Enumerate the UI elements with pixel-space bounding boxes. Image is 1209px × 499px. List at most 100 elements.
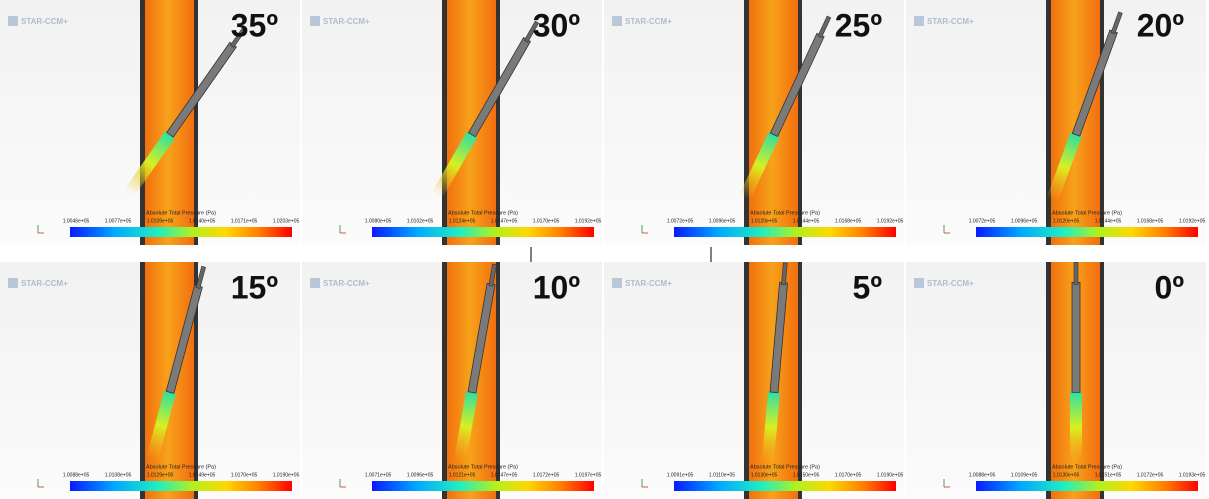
panel: STAR-CCM+ 35º Absolute Total Pressure (Pa)… bbox=[0, 0, 300, 245]
flow-channel bbox=[1046, 0, 1102, 245]
colorbar-tick-label: 1.0120e+05 bbox=[751, 218, 778, 224]
colorbar-title: Absolute Total Pressure (Pa) bbox=[1052, 210, 1122, 216]
colorbar-tick-label: 1.0080e+05 bbox=[365, 218, 392, 224]
wall bbox=[1100, 262, 1104, 499]
colorbar-tick-label: 1.0170e+05 bbox=[533, 218, 560, 224]
colorbar-tick-label: 1.0144e+05 bbox=[793, 218, 820, 224]
colorbar-title: Absolute Total Pressure (Pa) bbox=[146, 464, 216, 470]
angle-label: 20º bbox=[1137, 7, 1185, 43]
colorbar bbox=[976, 227, 1198, 237]
colorbar-title: Absolute Total Pressure (Pa) bbox=[750, 210, 820, 216]
wall bbox=[744, 0, 749, 245]
colorbar-tick-label: 1.0109e+05 bbox=[147, 218, 174, 224]
colorbar-tick-label: 1.0192e+05 bbox=[877, 218, 904, 224]
angle-label: 15º bbox=[231, 269, 279, 305]
logo-icon bbox=[8, 278, 18, 288]
colorbar-title: Absolute Total Pressure (Pa) bbox=[448, 464, 518, 470]
flow-channel bbox=[442, 0, 498, 245]
logo-icon bbox=[914, 16, 924, 26]
colorbar-tick-label: 1.0170e+05 bbox=[835, 472, 862, 478]
wall bbox=[496, 0, 500, 245]
logo: STAR-CCM+ bbox=[927, 17, 974, 26]
wall bbox=[1046, 262, 1051, 499]
logo-icon bbox=[310, 16, 320, 26]
colorbar-tick-label: 1.0203e+05 bbox=[273, 218, 300, 224]
colorbar bbox=[70, 481, 292, 491]
wall bbox=[1046, 0, 1051, 245]
logo: STAR-CCM+ bbox=[323, 17, 370, 26]
rod bbox=[1070, 262, 1082, 462]
panel: STAR-CCM+ 0º Absolute Total Pressure (Pa) 1… bbox=[906, 262, 1206, 499]
wall bbox=[798, 0, 802, 245]
logo: STAR-CCM+ bbox=[625, 17, 672, 26]
colorbar bbox=[976, 481, 1198, 491]
colorbar-tick-label: 1.0172e+05 bbox=[533, 472, 560, 478]
logo: STAR-CCM+ bbox=[323, 279, 370, 288]
colorbar-tick-label: 1.0197e+05 bbox=[575, 472, 602, 478]
colorbar-tick-label: 1.0190e+05 bbox=[273, 472, 300, 478]
colorbar-tick-label: 1.0109e+05 bbox=[1011, 472, 1038, 478]
colorbar-tick-label: 1.0192e+05 bbox=[575, 218, 602, 224]
colorbar-title: Absolute Total Pressure (Pa) bbox=[146, 210, 216, 216]
colorbar bbox=[674, 481, 896, 491]
logo-icon bbox=[612, 16, 622, 26]
flow-channel bbox=[140, 262, 196, 499]
colorbar-tick-label: 1.0102e+05 bbox=[407, 218, 434, 224]
angle-label: 30º bbox=[533, 7, 581, 43]
colorbar-tick-label: 1.0190e+05 bbox=[877, 472, 904, 478]
colorbar-tick-label: 1.0072e+05 bbox=[667, 218, 694, 224]
colorbar-tick-label: 1.0046e+05 bbox=[63, 218, 90, 224]
colorbar-tick-label: 1.0096e+05 bbox=[1011, 218, 1038, 224]
colorbar-tick-label: 1.0140e+05 bbox=[189, 218, 216, 224]
wall bbox=[194, 0, 198, 245]
colorbar-tick-label: 1.0130e+05 bbox=[751, 472, 778, 478]
colorbar-tick-label: 1.0170e+05 bbox=[231, 472, 258, 478]
logo: STAR-CCM+ bbox=[21, 279, 68, 288]
flow-channel bbox=[140, 0, 196, 245]
colorbar-tick-label: 1.0147e+05 bbox=[491, 472, 518, 478]
logo-icon bbox=[8, 16, 18, 26]
wall bbox=[442, 262, 447, 499]
colorbar-tick-label: 1.0168e+05 bbox=[1137, 218, 1164, 224]
colorbar-tick-label: 1.0144e+05 bbox=[1095, 218, 1122, 224]
panel: STAR-CCM+ 20º Absolute Total Pressure (Pa)… bbox=[906, 0, 1206, 245]
colorbar bbox=[372, 227, 594, 237]
colorbar-tick-label: 1.0088e+05 bbox=[63, 472, 90, 478]
colorbar-tick-label: 1.0091e+05 bbox=[667, 472, 694, 478]
colorbar-tick-label: 1.0124e+05 bbox=[449, 218, 476, 224]
colorbar-tick-label: 1.0149e+05 bbox=[189, 472, 216, 478]
rod-tip bbox=[1074, 262, 1078, 284]
colorbar-tick-label: 1.0120e+05 bbox=[1053, 218, 1080, 224]
colorbar-tick-label: 1.0129e+05 bbox=[147, 472, 174, 478]
logo: STAR-CCM+ bbox=[927, 279, 974, 288]
angle-label: 5º bbox=[853, 269, 883, 305]
jet bbox=[1070, 392, 1082, 462]
colorbar-tick-label: 1.0077e+05 bbox=[105, 218, 132, 224]
colorbar bbox=[70, 227, 292, 237]
wall bbox=[798, 262, 802, 499]
wall bbox=[1100, 0, 1104, 245]
colorbar-tick-label: 1.0096e+05 bbox=[709, 218, 736, 224]
wall bbox=[140, 0, 145, 245]
panel: STAR-CCM+ 10º Absolute Total Pressure (Pa)… bbox=[302, 262, 602, 499]
logo: STAR-CCM+ bbox=[21, 17, 68, 26]
colorbar bbox=[674, 227, 896, 237]
angle-label: 0º bbox=[1155, 269, 1185, 305]
logo: STAR-CCM+ bbox=[625, 279, 672, 288]
colorbar-tick-label: 1.0168e+05 bbox=[835, 218, 862, 224]
logo-icon bbox=[310, 278, 320, 288]
colorbar-tick-label: 1.0151e+05 bbox=[1095, 472, 1122, 478]
colorbar bbox=[372, 481, 594, 491]
colorbar-tick-label: 1.0171e+05 bbox=[231, 218, 258, 224]
colorbar-tick-label: 1.0096e+05 bbox=[407, 472, 434, 478]
colorbar-tick-label: 1.0193e+05 bbox=[1179, 472, 1206, 478]
wall bbox=[442, 0, 447, 245]
colorbar-tick-label: 1.0108e+05 bbox=[105, 472, 132, 478]
colorbar-tick-label: 1.0072e+05 bbox=[969, 218, 996, 224]
angle-label: 10º bbox=[533, 269, 581, 305]
colorbar-tick-label: 1.0147e+05 bbox=[491, 218, 518, 224]
angle-label: 35º bbox=[231, 7, 279, 43]
colorbar-title: Absolute Total Pressure (Pa) bbox=[1052, 464, 1122, 470]
colorbar-tick-label: 1.0071e+05 bbox=[365, 472, 392, 478]
